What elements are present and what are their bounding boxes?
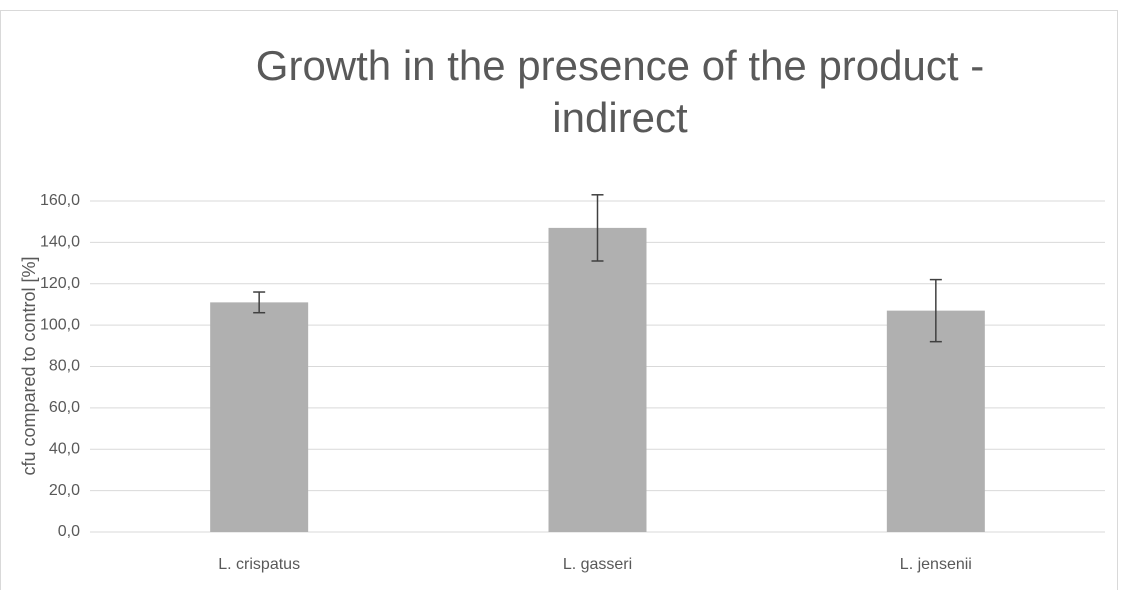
y-tick-label: 100,0 <box>40 316 80 333</box>
bar <box>548 227 647 533</box>
y-tick-label: 20,0 <box>49 482 80 499</box>
y-tick-label: 120,0 <box>40 275 80 292</box>
chart-title: Growth in the presence of the product - … <box>255 42 985 141</box>
y-axis-label: cfu compared to control [%] <box>19 256 39 475</box>
bar <box>210 302 309 532</box>
x-tick-label: L. gasseri <box>563 556 632 573</box>
y-tick-label: 160,0 <box>40 192 80 209</box>
y-tick-label: 40,0 <box>49 440 80 457</box>
chart-border <box>0 10 1118 590</box>
y-tick-label: 0,0 <box>58 523 80 540</box>
y-tick-label: 140,0 <box>40 234 80 251</box>
x-tick-label: L. crispatus <box>218 556 300 573</box>
x-tick-label: L. jensenii <box>900 556 972 573</box>
bar <box>886 310 985 532</box>
y-tick-label: 80,0 <box>49 358 80 375</box>
y-tick-label: 60,0 <box>49 399 80 416</box>
